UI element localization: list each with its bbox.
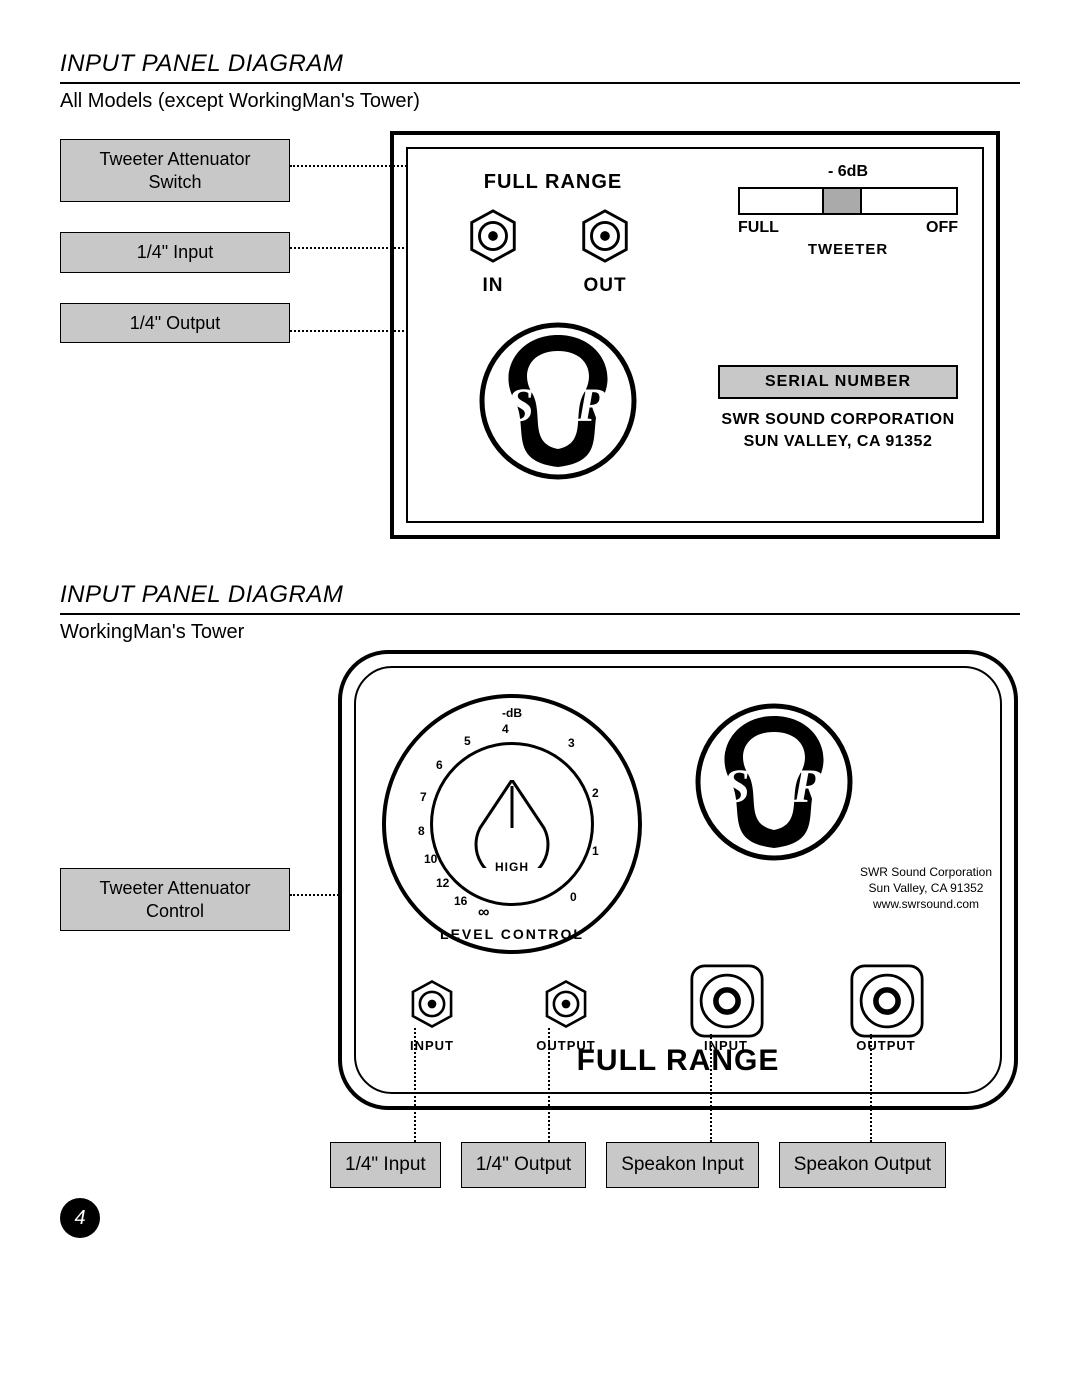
speakon-out-icon	[850, 964, 924, 1038]
dial-tick: 0	[570, 890, 577, 904]
serial-number-box: SERIAL NUMBER	[718, 365, 958, 399]
dial-db-label: -dB	[382, 706, 642, 720]
level-control-dial: -dB 3 2 1 0 4 5 6 7 8 10 12 16 ∞	[382, 694, 642, 954]
company-line2: SUN VALLEY, CA 91352	[698, 431, 978, 453]
diagram-1-callouts: Tweeter Attenuator Switch 1/4" Input 1/4…	[60, 139, 290, 343]
section2-heading: INPUT PANEL DIAGRAM	[60, 581, 1020, 615]
d2-panel: -dB 3 2 1 0 4 5 6 7 8 10 12 16 ∞	[338, 650, 1018, 1110]
jack-out-label: OUT	[576, 275, 634, 297]
dial-tick: 6	[436, 758, 443, 772]
company-line1: SWR SOUND CORPORATION	[698, 409, 978, 431]
slider-off-label: OFF	[926, 219, 958, 237]
d2-panel-inner: -dB 3 2 1 0 4 5 6 7 8 10 12 16 ∞	[354, 666, 1002, 1094]
diagram-2-callout-left: Tweeter Attenuator Control	[60, 868, 290, 931]
tweeter-slider: - 6dB FULL OFF TWEETER	[738, 163, 958, 258]
dial-tick: 4	[502, 722, 509, 736]
jack-in-label: IN	[464, 275, 522, 297]
dial-tick: 16	[454, 894, 467, 908]
dial-tick: ∞	[478, 904, 489, 922]
leader-d2-qin	[414, 1028, 416, 1142]
dial-knob-icon	[472, 780, 552, 868]
dial-tick: 7	[420, 790, 427, 804]
callout-speakon-in: Speakon Input	[606, 1142, 759, 1188]
d2-quarter-out-jack-icon	[540, 978, 592, 1030]
dial-tick: 2	[592, 786, 599, 800]
speakon-in-icon	[690, 964, 764, 1038]
slider-thumb	[822, 187, 862, 215]
corp-line2: Sun Valley, CA 91352	[846, 880, 1006, 896]
slider-track	[738, 187, 958, 215]
leader-d2-qout	[548, 1028, 550, 1142]
slider-full-label: FULL	[738, 219, 779, 237]
corp-line3: www.swrsound.com	[846, 896, 1006, 912]
diagram-2-bottom-callouts: 1/4" Input 1/4" Output Speakon Input Spe…	[330, 1142, 1030, 1188]
callout-tweeter-switch: Tweeter Attenuator Switch	[60, 139, 290, 202]
section2-subtitle: WorkingMan's Tower	[60, 621, 1020, 644]
d2-company-text: SWR Sound Corporation Sun Valley, CA 913…	[846, 864, 1006, 913]
svg-text:SWR: SWR	[507, 379, 608, 432]
dial-tick: 8	[418, 824, 425, 838]
d1-title-full-range: FULL RANGE	[408, 171, 698, 194]
callout-d2-quarter-in: 1/4" Input	[330, 1142, 441, 1188]
diagram-2: Tweeter Attenuator Control -dB 3 2 1 0 4…	[60, 650, 1020, 1220]
dial-tick: 1	[592, 844, 599, 858]
d2-quarter-in-jack-icon	[406, 978, 458, 1030]
leader-d2-spin	[710, 1034, 712, 1142]
dial-tick: 5	[464, 734, 471, 748]
dial-high-label: HIGH	[382, 860, 642, 874]
callout-quarter-out: 1/4" Output	[60, 303, 290, 344]
dial-tick: 12	[436, 876, 449, 890]
slider-title: TWEETER	[738, 241, 958, 258]
d2-full-range-label: FULL RANGE	[356, 1044, 1000, 1078]
d1-panel: FULL RANGE IN OUT SWR - 6dB	[390, 131, 1000, 539]
jack-in-icon	[464, 207, 522, 265]
leader-d2-spout	[870, 1034, 872, 1142]
callout-tweeter-control: Tweeter Attenuator Control	[60, 868, 290, 931]
section1-heading: INPUT PANEL DIAGRAM	[60, 50, 1020, 84]
swr-logo-icon: SWR	[478, 321, 638, 481]
callout-d2-quarter-out: 1/4" Output	[461, 1142, 586, 1188]
slider-6db-label: - 6dB	[738, 163, 958, 181]
dial-tick: 3	[568, 736, 575, 750]
page-number: 4	[60, 1198, 100, 1238]
dial-level-label: LEVEL CONTROL	[382, 926, 642, 942]
company-text: SWR SOUND CORPORATION SUN VALLEY, CA 913…	[698, 409, 978, 452]
corp-line1: SWR Sound Corporation	[846, 864, 1006, 880]
svg-text:SWR: SWR	[723, 760, 824, 813]
callout-quarter-in: 1/4" Input	[60, 232, 290, 273]
diagram-1: Tweeter Attenuator Switch 1/4" Input 1/4…	[60, 131, 1020, 561]
jack-out-icon	[576, 207, 634, 265]
swr-logo-icon: SWR	[694, 702, 854, 862]
d1-panel-inner: FULL RANGE IN OUT SWR - 6dB	[406, 147, 984, 523]
callout-speakon-out: Speakon Output	[779, 1142, 946, 1188]
section1-subtitle: All Models (except WorkingMan's Tower)	[60, 90, 1020, 113]
